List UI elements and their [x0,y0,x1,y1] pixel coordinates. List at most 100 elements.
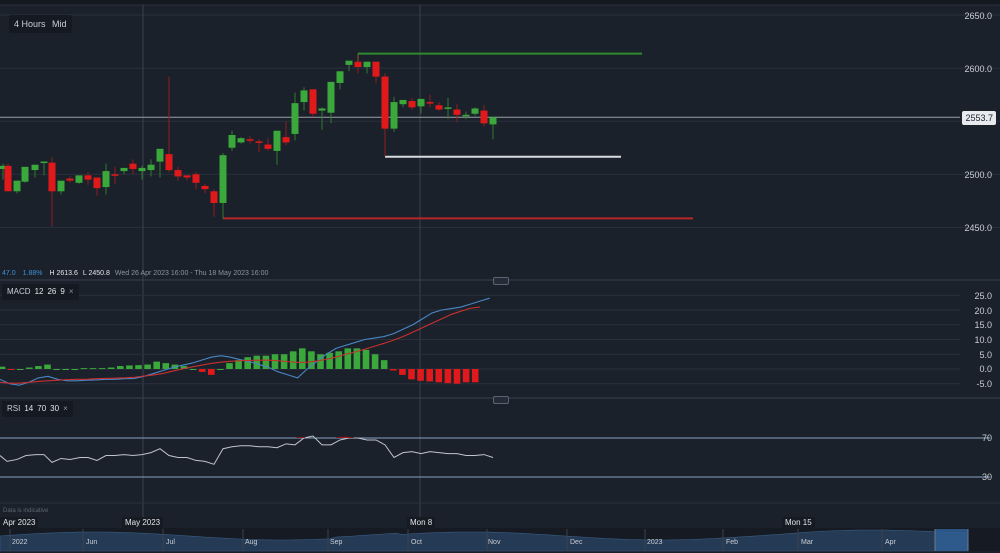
candle-body [489,117,497,125]
navigator-area [0,529,969,552]
candle-body [75,175,83,183]
rsi-tick-30: 30 [981,472,992,482]
nav-label-aug: Aug [245,539,258,546]
pane-resize-handle-macd[interactable] [493,277,509,285]
candle-body [0,165,7,169]
candle-body [345,60,353,65]
macd-histogram-bar [107,367,115,369]
candle-body [84,175,92,180]
candle-body [228,135,236,148]
macd-histogram-bar [244,357,251,369]
macd-histogram-bar [317,354,324,369]
macd-histogram-bar [189,369,197,370]
macd-histogram-bar [117,366,124,369]
candle-body [21,166,29,182]
macd-histogram-bar [253,355,261,369]
candle-body [31,164,39,171]
macd-param-signal: 9 [60,287,65,296]
rsi-tick-70: 70 [981,433,992,443]
candle-body [381,76,389,129]
candle-body [40,161,48,164]
candle-body [4,165,12,192]
macd-histogram-bar [126,365,133,369]
candle-body [453,109,461,115]
candle-body [417,98,425,107]
macd-histogram-bar [208,369,215,375]
macd-tick-0: 0.0 [979,364,992,374]
candle-body [93,177,101,189]
candle-body [354,61,362,68]
macd-histogram-bar [35,366,42,369]
interval-selector[interactable]: 4 Hours [9,15,51,33]
macd-tick-10: 10.0 [974,335,992,345]
nav-label-dec: Dec [570,539,583,546]
macd-histogram-bar [380,360,388,369]
nav-label-feb: Feb [726,539,739,546]
macd-histogram-bar [435,369,443,383]
rsi-overbought-area [295,437,306,438]
candle-body [309,89,317,114]
price-tick-2650: 2650.0 [964,11,992,21]
candle-body [237,138,245,143]
macd-histogram-bar [7,369,15,370]
nav-label-jun: Jun [86,539,98,546]
macd-tick-5: 5.0 [979,350,992,360]
candle-body [255,141,263,143]
macd-histogram-bar [226,363,233,369]
ohlc-info-bar: 47.0 1.88% H 2613.6 L 2450.8 Wed 26 Apr 2023… [2,270,268,277]
macd-histogram-bar [444,369,452,384]
candle-body [291,103,299,134]
macd-param-slow: 26 [47,287,57,296]
macd-indicator-badge[interactable]: MACD 12 26 9 × [2,284,79,300]
macd-histogram-bar [453,369,461,384]
price-type-selector[interactable]: Mid [47,15,72,33]
macd-histogram-bar [180,366,188,369]
candle-body [363,61,371,68]
macd-histogram-bar [262,355,270,369]
macd-histogram-bar [271,354,279,369]
macd-histogram-bar [417,369,424,381]
candle-body [165,154,173,171]
time-label-mon-15: Mon 15 [782,517,815,528]
macd-histogram-bar [299,348,306,369]
candle-body [444,107,452,109]
macd-label: MACD [7,287,31,296]
candle-body [66,178,74,181]
macd-histogram-bar [217,369,224,370]
macd-histogram-bar [235,360,242,369]
macd-histogram-bar [371,354,379,369]
macd-histogram-bar [16,369,24,370]
macd-close-icon[interactable]: × [68,287,74,296]
candle-body [372,61,380,77]
current-price-tag: 2553.7 [962,111,996,125]
date-range: Wed 26 Apr 2023 16:00 - Thu 18 May 2023 … [114,270,269,277]
candle-body [273,130,281,151]
macd-histogram-bar [80,368,88,370]
macd-histogram-bar [471,369,479,383]
time-label-may-2023: May 2023 [122,517,164,528]
macd-histogram-bar [153,361,160,369]
macd-tick-25: 25.0 [974,291,992,301]
rsi-close-icon[interactable]: × [63,404,68,413]
signal-line [0,306,481,384]
macd-tick-20: 20.0 [974,306,992,316]
candle-body [399,99,407,105]
macd-histogram-bar [44,364,51,369]
rsi-indicator-badge[interactable]: RSI 14 70 30 × [2,401,73,417]
candle-body [156,148,164,162]
candle-body [111,174,119,176]
macd-histogram-bar [98,368,106,370]
candle-body [138,167,146,172]
price-tick-2450: 2450.0 [964,223,992,233]
pane-resize-handle-rsi[interactable] [493,396,509,404]
candle-body [282,137,290,143]
navigator-selection-window [935,529,968,551]
macd-histogram-bar [71,369,79,370]
macd-histogram-bar [0,366,6,369]
macd-histogram-bar [344,348,352,369]
macd-tick-15: 15.0 [974,320,992,330]
macd-histogram-bar [135,365,142,369]
rsi-label: RSI [7,404,21,413]
